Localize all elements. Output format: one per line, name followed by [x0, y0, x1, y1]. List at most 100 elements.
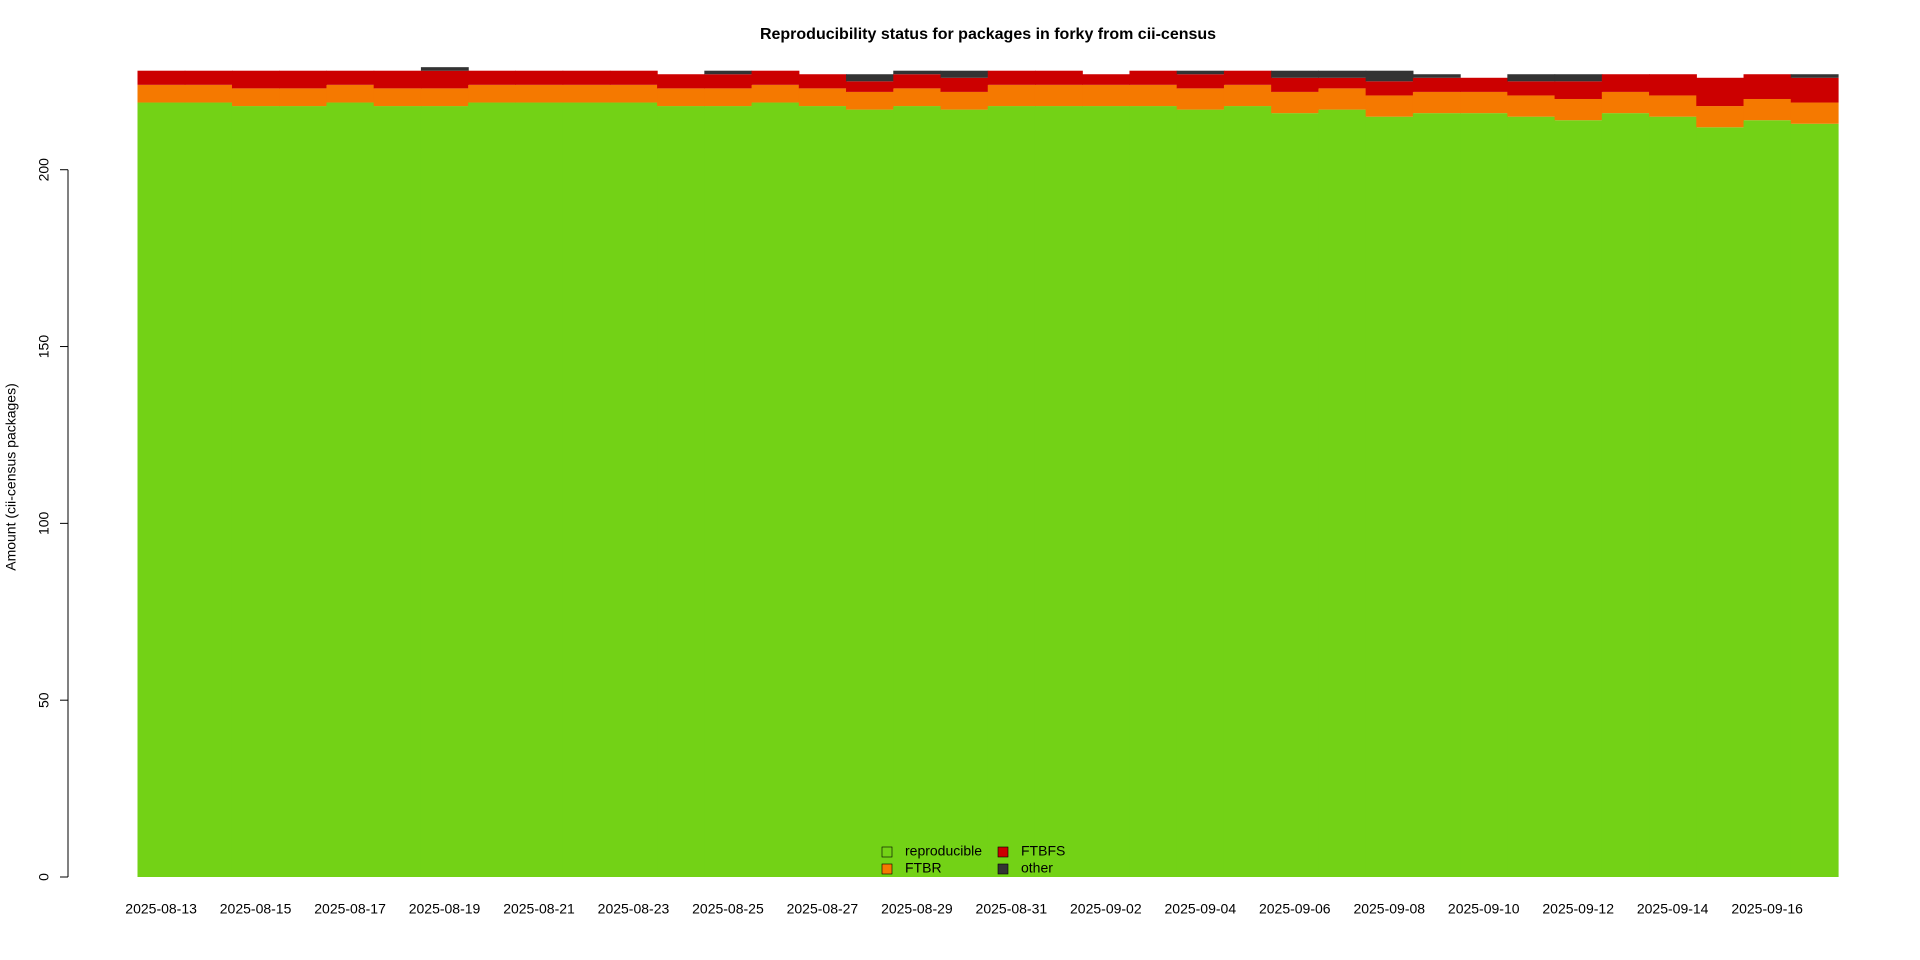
- area-segment: [657, 74, 705, 89]
- area-segment: [987, 106, 1036, 878]
- area-segment: [1507, 74, 1556, 82]
- area-segment: [184, 102, 233, 877]
- x-tick-label: 2025-09-14: [1637, 901, 1709, 917]
- y-axis: 2025-08-13 2025-08-15 2025-08-17 2025-08-19…: [36, 158, 1803, 917]
- area-segment: [704, 106, 753, 878]
- area-segment: [231, 106, 280, 878]
- legend-label: reproducible: [905, 843, 982, 859]
- area-segment: [515, 70, 564, 85]
- legend-swatch: [881, 846, 893, 858]
- area-segment: [279, 88, 328, 107]
- area-segment: [137, 70, 186, 85]
- area-segment: [893, 88, 942, 107]
- area-segment: [468, 84, 516, 103]
- x-tick-label: 2025-08-17: [314, 901, 386, 917]
- area-segment: [798, 88, 847, 107]
- area-segment: [751, 102, 800, 877]
- y-tick-label: 150: [36, 335, 52, 359]
- area-segment: [1318, 88, 1367, 110]
- area-segment: [1271, 113, 1320, 877]
- area-segment: [987, 84, 1036, 107]
- area-segment: [184, 84, 233, 103]
- area-segment: [1507, 95, 1556, 117]
- area-segment: [1412, 74, 1461, 78]
- y-tick-label: 50: [36, 692, 52, 708]
- area-segment: [1696, 106, 1745, 128]
- area-segment: [373, 88, 422, 107]
- x-tick-label: 2025-09-04: [1165, 901, 1237, 917]
- area-segment: [326, 102, 375, 877]
- y-tick-label: 0: [36, 873, 52, 881]
- area-segment: [468, 70, 516, 85]
- x-tick-label: 2025-08-29: [881, 901, 953, 917]
- legend-label: other: [1021, 860, 1053, 876]
- x-tick-label: 2025-08-13: [125, 901, 197, 917]
- area-segment: [279, 106, 328, 878]
- x-tick-label: 2025-08-25: [692, 901, 764, 917]
- area-segment: [468, 102, 516, 877]
- area-segment: [1696, 127, 1745, 877]
- area-segment: [1554, 98, 1603, 121]
- area-segment: [893, 70, 942, 75]
- area-segment: [846, 91, 894, 110]
- area-segment: [1412, 77, 1461, 92]
- area-segment: [137, 102, 186, 877]
- x-tick-label: 2025-08-31: [976, 901, 1048, 917]
- area-segment: [1601, 113, 1650, 877]
- area-segment: [515, 84, 564, 103]
- y-axis-label: Amount (cii-census packages): [3, 383, 19, 571]
- legend-label: FTBR: [905, 860, 942, 876]
- area-segment: [1176, 74, 1225, 89]
- area-segment: [846, 74, 894, 82]
- area-segment: [1176, 109, 1225, 877]
- legend-label: FTBFS: [1021, 843, 1065, 859]
- area-segment: [1696, 77, 1745, 107]
- area-segment: [657, 106, 705, 878]
- area-segment: [940, 109, 989, 877]
- area-segment: [562, 84, 611, 103]
- area-segment: [1129, 84, 1178, 107]
- area-segment: [515, 102, 564, 877]
- area-segment: [1790, 74, 1839, 78]
- area-segment: [609, 70, 658, 85]
- area-segment: [1129, 70, 1178, 85]
- area-segment: [1176, 88, 1225, 110]
- area-segment: [846, 109, 894, 877]
- area-segment: [1223, 106, 1272, 878]
- area-segment: [704, 88, 753, 107]
- x-tick-label: 2025-08-19: [409, 901, 481, 917]
- area-segment: [1271, 70, 1320, 78]
- area-segment: [1460, 91, 1508, 114]
- x-tick-label: 2025-08-15: [220, 901, 292, 917]
- area-segment: [1034, 70, 1083, 85]
- y-tick-label: 100: [36, 511, 52, 535]
- area-segment: [1649, 116, 1697, 878]
- area-segment: [1649, 95, 1697, 117]
- legend-swatch: [997, 846, 1009, 858]
- area-segment: [1082, 74, 1131, 85]
- area-segment: [326, 70, 375, 85]
- legend-swatch: [997, 863, 1009, 875]
- area-segment: [184, 70, 233, 85]
- area-segment: [231, 70, 280, 89]
- area-segment: [1460, 113, 1508, 877]
- area-segment: [940, 77, 989, 92]
- area-segment: [1790, 102, 1839, 124]
- y-tick-label: 200: [36, 158, 52, 182]
- area-segment: [1176, 70, 1225, 75]
- area-segment: [279, 70, 328, 89]
- chart-title: Reproducibility status for packages in f…: [760, 26, 1216, 43]
- area-segment: [1318, 70, 1367, 78]
- x-tick-label: 2025-09-02: [1070, 901, 1142, 917]
- area-segment: [1318, 77, 1367, 89]
- area-segment: [1460, 77, 1508, 92]
- area-segment: [1365, 95, 1414, 117]
- area-segment: [846, 81, 894, 92]
- area-segment: [373, 106, 422, 878]
- area-segment: [420, 88, 469, 107]
- area-segment: [1790, 123, 1839, 878]
- area-segment: [373, 70, 422, 89]
- area-segment: [704, 70, 753, 75]
- area-segment: [1601, 74, 1650, 92]
